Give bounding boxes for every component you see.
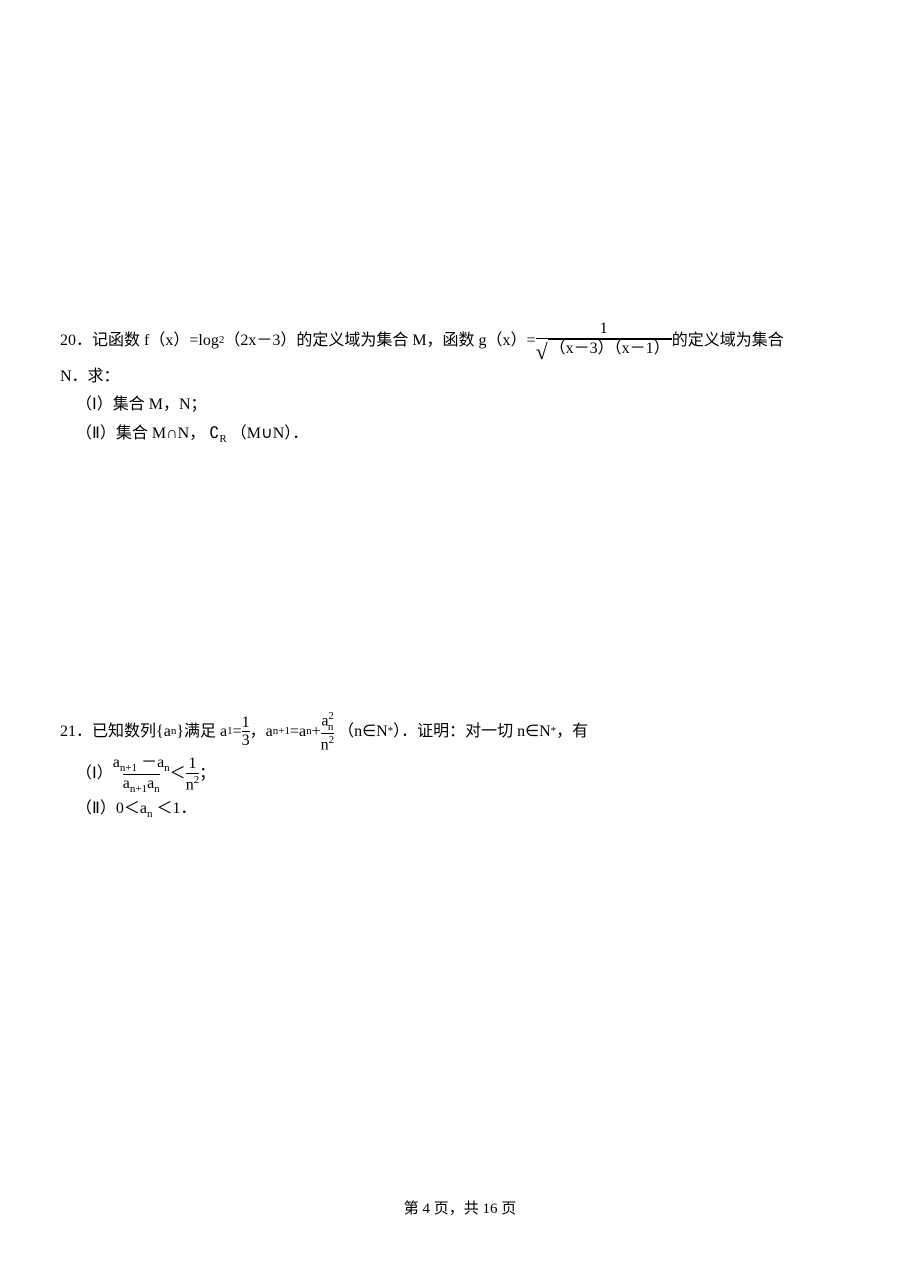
part1-rhs-frac: 1 n2 xyxy=(186,755,200,794)
footer-total: 16 xyxy=(483,1201,498,1217)
p1-top-minus: －a xyxy=(141,754,164,771)
part2-tail: ＜1． xyxy=(156,800,196,817)
footer-mid: 页，共 xyxy=(434,1201,483,1217)
problem-21-mid1: }满足 a xyxy=(176,718,227,747)
problem-21-mid2: ，a xyxy=(250,718,273,747)
frac-an2-n2: a2n n2 xyxy=(321,710,335,754)
plus: + xyxy=(312,718,321,747)
problem-21-line1: 21 ． 已知数列{a n }满足 a 1 = 1 3 ，an+1 =a n + a2… xyxy=(60,710,860,754)
problem-21: 21 ． 已知数列{an }满足 a1 = 1 3 ，an+1 =an + a2… xyxy=(60,710,860,825)
problem-20-line2: N．求： xyxy=(60,363,860,392)
problem-21-part2: （Ⅱ）0＜an ＜1． xyxy=(60,795,860,825)
frac2-den-n: n xyxy=(321,736,329,753)
p1-bot-sub1: n+1 xyxy=(130,783,147,795)
p1-top-sub1: n+1 xyxy=(120,762,137,774)
problem-20-part2-label: （Ⅱ）集合 M∩N， xyxy=(76,425,205,442)
frac2-num: a2n xyxy=(321,710,333,733)
part1-label: （Ⅰ） xyxy=(76,760,113,789)
eq1: = xyxy=(233,718,242,747)
part2-sub: n xyxy=(147,808,153,820)
part2-label: （Ⅱ）0＜a xyxy=(76,800,147,817)
problem-21-part1: （Ⅰ） an+1 －an an+1an ＜ 1 n2 ； xyxy=(60,754,860,796)
page-content: 20 ． 记函数 f（x）=log 2 （2x－3）的定义域为集合 M，函数 g… xyxy=(0,0,920,825)
g-x-denominator: √ （x－3）（x－1） xyxy=(536,338,672,363)
problem-20-line1: 20 ． 记函数 f（x）=log 2 （2x－3）的定义域为集合 M，函数 g… xyxy=(60,320,860,363)
radical-symbol: √ xyxy=(536,341,548,363)
problem-20-part2: （Ⅱ）集合 M∩N， ∁R （M∪N）． xyxy=(60,420,860,450)
footer-prefix: 第 xyxy=(404,1201,423,1217)
frac2-num-sub: n xyxy=(328,721,334,733)
problem-20: 20 ． 记函数 f（x）=log 2 （2x－3）的定义域为集合 M，函数 g… xyxy=(60,320,860,450)
eq2: =a xyxy=(290,718,306,747)
problem-21-period: ． xyxy=(76,718,92,747)
p1-semi: ； xyxy=(199,760,215,789)
complement-sub: R xyxy=(219,433,226,445)
footer-suffix: 页 xyxy=(501,1201,516,1217)
problem-21-pretext: 已知数列{a xyxy=(92,718,171,747)
problem-20-pretext: 记函数 f（x）=log xyxy=(92,327,219,356)
p1-rhs-den: n2 xyxy=(186,773,200,794)
frac1-num: 1 xyxy=(242,714,250,732)
problem-20-period: ． xyxy=(76,327,92,356)
tail: ，有 xyxy=(556,718,588,747)
problem-21-number: 21 xyxy=(60,718,76,747)
p1-rhs-den-n: n xyxy=(186,776,194,793)
part1-frac-bot: an+1an xyxy=(123,774,160,795)
problem-20-number: 20 xyxy=(60,327,76,356)
frac2-den: n2 xyxy=(321,733,335,754)
frac-one-third: 1 3 xyxy=(242,714,250,750)
part1-frac-top: an+1 －an xyxy=(113,754,170,774)
a-sub-np1-1: n+1 xyxy=(273,722,290,742)
close-paren: ）．证明：对一切 n∈N xyxy=(393,718,551,747)
frac2-den-sup: 2 xyxy=(329,734,335,746)
complement-rest: （M∪N）． xyxy=(231,425,309,442)
problem-20-part1: （Ⅰ）集合 M，N； xyxy=(60,391,860,420)
p1-rhs-num: 1 xyxy=(188,755,196,773)
problem-20-posttext: 的定义域为集合 xyxy=(672,327,784,356)
p1-top-a1: a xyxy=(113,754,120,771)
g-x-fraction: 1 √ （x－3）（x－1） xyxy=(536,320,672,363)
g-x-numerator: 1 xyxy=(600,320,608,338)
sqrt-expression: √ （x－3）（x－1） xyxy=(536,339,672,363)
frac1-den: 3 xyxy=(242,731,250,750)
p1-bot-a1: a xyxy=(123,775,130,792)
part1-lhs-frac: an+1 －an an+1an xyxy=(113,754,170,796)
p1-bot-sub2: n xyxy=(154,783,160,795)
problem-20-logarg: （2x－3）的定义域为集合 M，函数 g（x）= xyxy=(224,327,535,356)
complement-C: ∁ xyxy=(209,425,219,442)
footer-current: 4 xyxy=(422,1201,430,1217)
radicand: （x－3）（x－1） xyxy=(548,339,672,363)
page-footer: 第 4 页，共 16 页 xyxy=(0,1197,920,1218)
p1-lt: ＜ xyxy=(170,760,186,789)
paren-nin: （n∈N xyxy=(338,718,388,747)
